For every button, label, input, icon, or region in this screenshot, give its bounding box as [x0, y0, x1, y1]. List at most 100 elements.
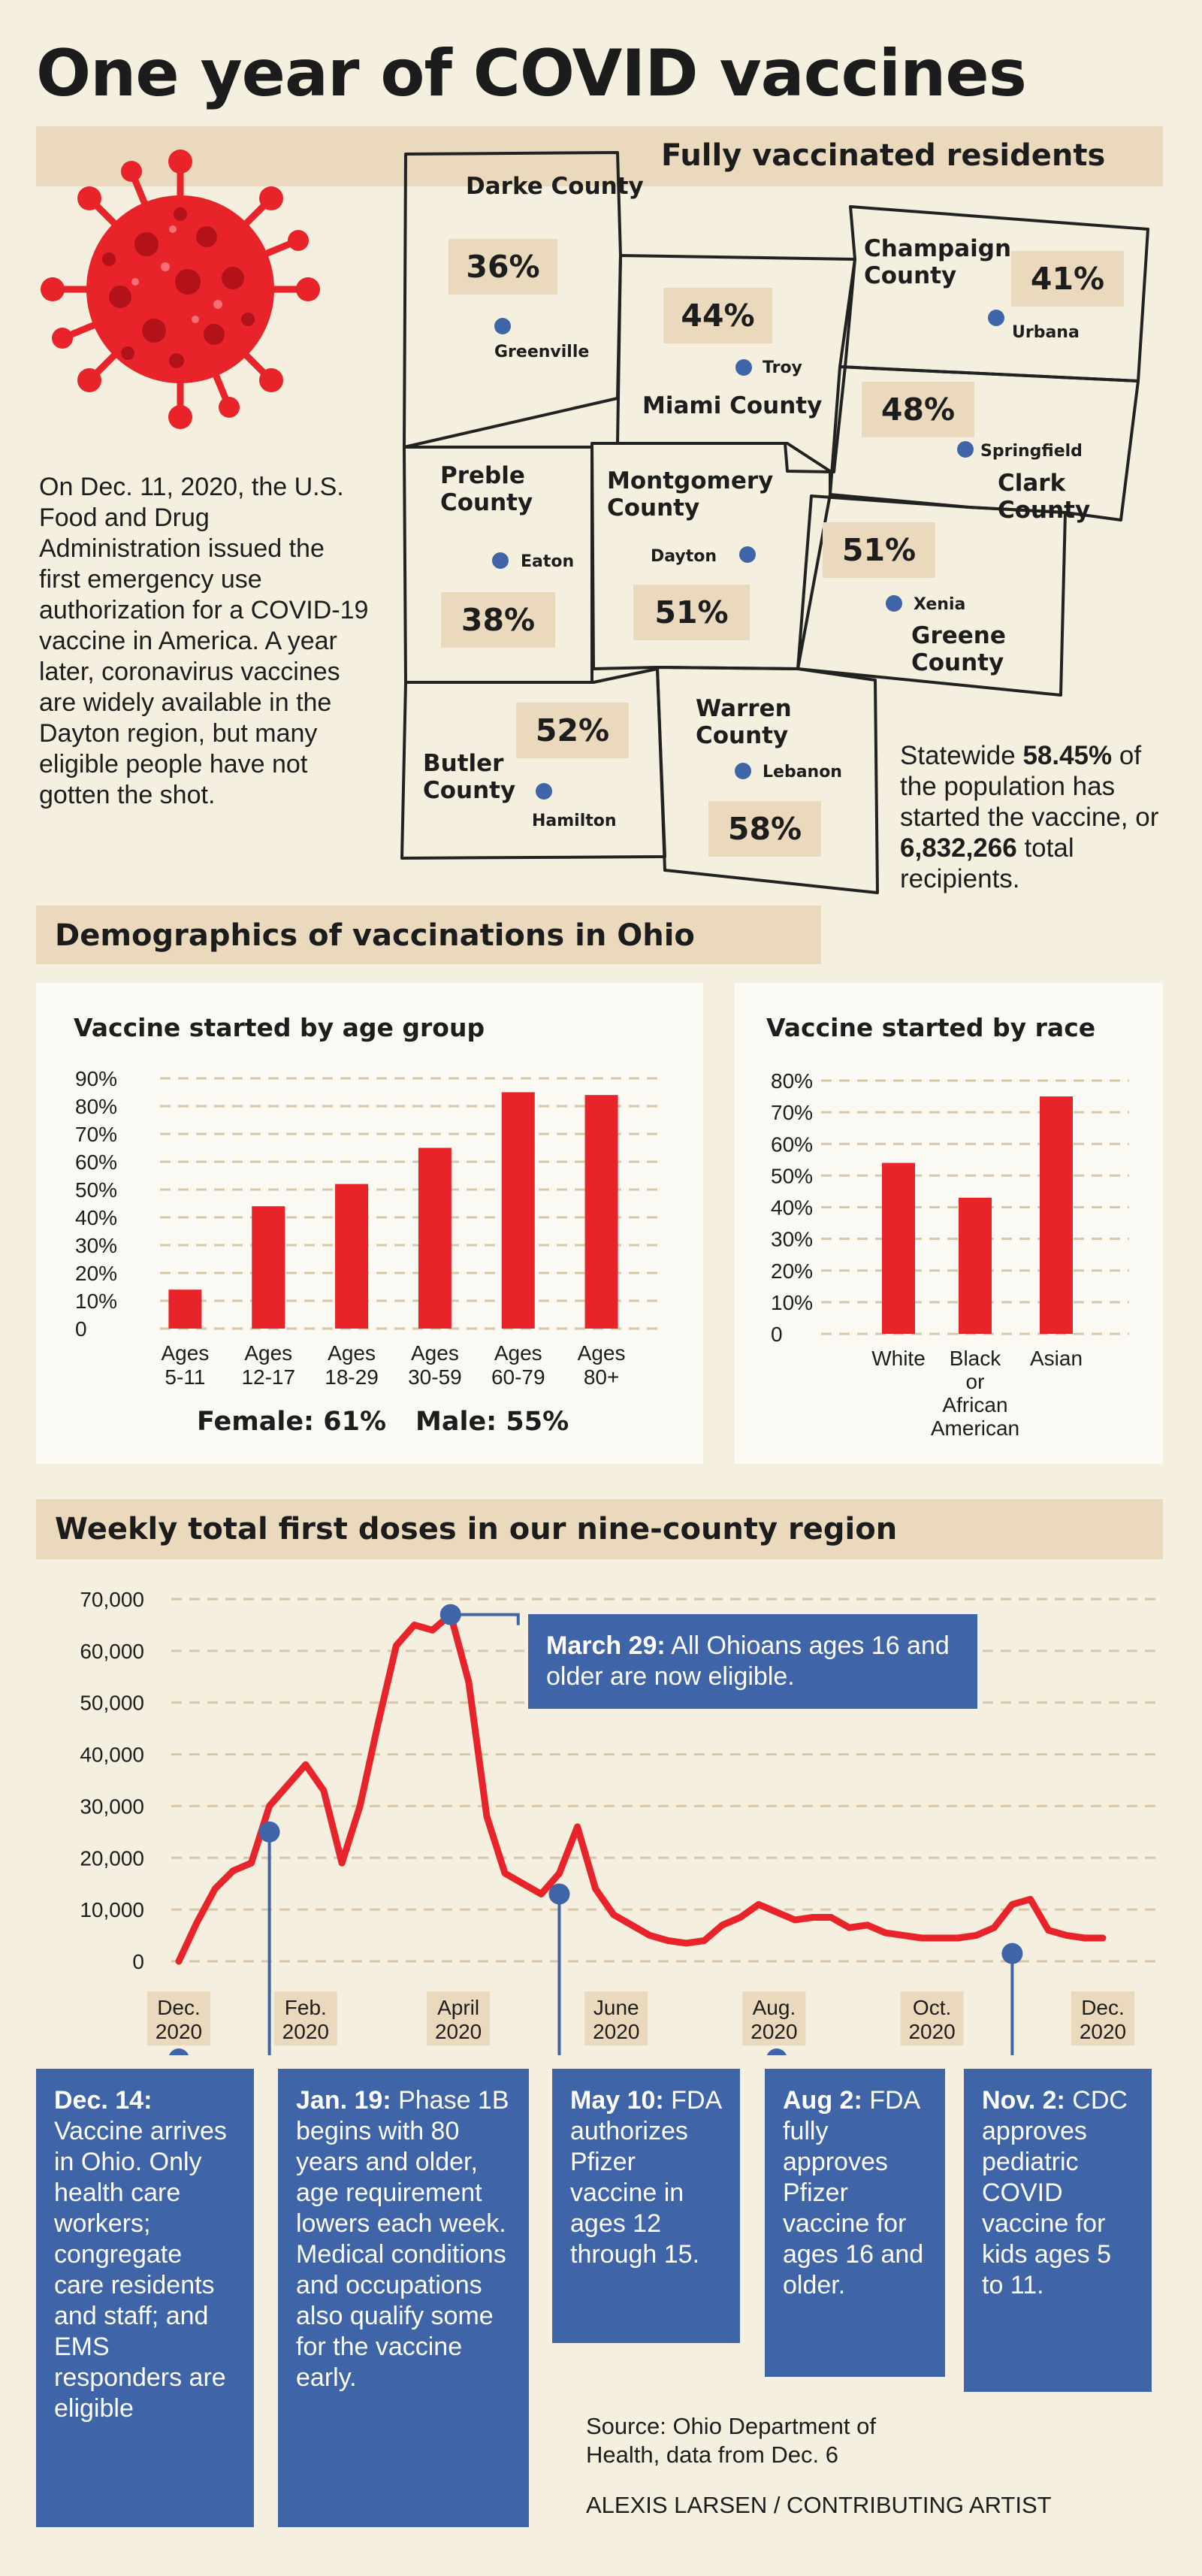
annotation-connector	[450, 1613, 520, 1625]
annotation-aug2: Aug 2: FDA fully approves Pfizer vaccine…	[765, 2069, 945, 2377]
x-tick-label: 2020	[750, 2020, 797, 2043]
y-tick-label: 30%	[75, 1234, 117, 1257]
y-tick-label: 20%	[771, 1259, 813, 1283]
weekly-header-band	[36, 1499, 1163, 1559]
montgomery-county-shape	[590, 442, 832, 670]
bar	[252, 1206, 285, 1329]
city-dot	[739, 546, 756, 563]
city-label: Hamilton	[532, 812, 617, 830]
bar	[418, 1147, 452, 1329]
x-tick-label: Oct.	[913, 1996, 951, 2019]
y-tick-label: 50%	[75, 1178, 117, 1202]
x-tick-label: Ages	[578, 1341, 626, 1365]
bar	[584, 1095, 618, 1329]
annotation-marker	[1001, 1943, 1023, 1964]
x-tick-bg	[1071, 1991, 1134, 2045]
statewide-text: Statewide 58.45% of the population has s…	[900, 741, 1159, 893]
y-tick-label: 50%	[771, 1164, 813, 1187]
y-tick-label: 20%	[75, 1262, 117, 1285]
annotation-march29: March 29: All Ohioans ages 16 and older …	[528, 1614, 977, 1709]
credit-line: ALEXIS LARSEN / CONTRIBUTING ARTIST	[586, 2492, 1052, 2518]
x-tick-label: 12-17	[241, 1365, 295, 1389]
county-label: Darke County	[466, 173, 644, 200]
city-dot	[988, 310, 1004, 326]
x-tick-label: Aug.	[753, 1996, 796, 2019]
y-tick-label: 40%	[75, 1206, 117, 1229]
x-tick-bg	[427, 1991, 491, 2045]
county-pct: 36%	[448, 239, 557, 295]
x-tick-label: Black	[950, 1347, 1001, 1370]
race-bar-chart: 80% 70% 60% 50% 40% 30% 20% 10% 0 White BlackorAfr…	[771, 1069, 1129, 1440]
city-dot	[492, 552, 509, 569]
y-tick-label: 10%	[75, 1290, 117, 1313]
coronavirus-icon	[30, 128, 331, 443]
demographics-header-band	[36, 906, 821, 964]
page-title: One year of COVID vaccines	[36, 36, 1027, 111]
city-label: Eaton	[521, 552, 575, 571]
x-tick-label: 80+	[584, 1365, 620, 1389]
annotation-jan19: Jan. 19: Phase 1B begins with 80 years a…	[278, 2069, 529, 2527]
county-pct: 38%	[441, 592, 555, 648]
annotation-marker	[258, 1821, 280, 1843]
annotation-dec14: Dec. 14: Vaccine arrives in Ohio. Only h…	[36, 2069, 254, 2527]
x-tick-label: April	[437, 1996, 479, 2019]
x-tick-label: 2020	[908, 2020, 955, 2043]
warren-county-shape	[656, 666, 879, 894]
county-label: Butler County	[423, 750, 516, 804]
y-tick-label: 60%	[75, 1150, 117, 1174]
x-tick-label: Ages	[494, 1341, 542, 1365]
y-tick-label: 0	[75, 1317, 87, 1341]
age-chart-title: Vaccine started by age group	[74, 1013, 485, 1042]
x-tick-label: 5-11	[165, 1365, 205, 1389]
female-stat: Female: 61%	[197, 1407, 387, 1437]
bar	[1040, 1096, 1073, 1334]
x-tick-label: 18-29	[325, 1365, 379, 1389]
x-tick-label: White	[871, 1347, 926, 1370]
annotation-marker	[439, 1604, 461, 1625]
bar	[501, 1092, 535, 1329]
y-tick-label: 10%	[771, 1291, 813, 1314]
city-label: Xenia	[914, 595, 966, 614]
map-header: Fully vaccinated residents	[661, 138, 1106, 173]
bar	[959, 1197, 992, 1334]
x-tick-label: June	[593, 1996, 639, 2019]
city-label: Springfield	[980, 442, 1083, 461]
x-tick-label: 2020	[1080, 2020, 1126, 2043]
city-label: Dayton	[651, 547, 717, 566]
y-tick-label: 80%	[771, 1069, 813, 1093]
x-tick-label: 2020	[593, 2020, 639, 2043]
y-tick-label: 60,000	[80, 1640, 144, 1663]
x-tick-label: Ages	[411, 1341, 459, 1365]
map-header-band	[36, 126, 1163, 186]
annotation-marker	[766, 2048, 787, 2055]
x-tick-bg	[584, 1991, 648, 2045]
weekly-line-chart: 70,000 60,000 50,000 40,000 30,000 20,000 10,0…	[80, 1588, 1163, 2055]
city-dot	[886, 595, 902, 612]
county-label: Warren County	[696, 695, 792, 749]
annotation-marker	[168, 2048, 189, 2055]
race-chart-title: Vaccine started by race	[766, 1013, 1096, 1042]
county-label: Greene County	[911, 622, 1006, 676]
x-tick-label: Dec.	[157, 1996, 201, 2019]
county-pct: 58%	[708, 801, 821, 857]
y-tick-label: 40,000	[80, 1743, 144, 1767]
x-tick-label: Dec.	[1081, 1996, 1125, 2019]
y-tick-label: 30,000	[80, 1794, 144, 1818]
x-tick-label: Ages	[328, 1341, 376, 1365]
city-dot	[494, 318, 511, 334]
y-tick-label: 50,000	[80, 1692, 144, 1715]
x-tick-bg	[273, 1991, 337, 2045]
y-tick-label: 90%	[75, 1067, 117, 1090]
city-label: Greenville	[494, 343, 590, 361]
y-tick-label: 70%	[771, 1101, 813, 1124]
x-tick-label: African	[942, 1393, 1007, 1416]
city-label: Troy	[763, 358, 802, 377]
county-label: Miami County	[642, 392, 823, 419]
county-pct: 44%	[663, 288, 772, 343]
intro-paragraph: On Dec. 11, 2020, the U.S. Food and Drug…	[39, 473, 369, 809]
x-tick-label: or	[966, 1370, 985, 1393]
demographics-header: Demographics of vaccinations in Ohio	[55, 918, 695, 953]
weekly-header: Weekly total first doses in our nine-cou…	[55, 1512, 898, 1547]
race-chart-panel	[735, 983, 1163, 1464]
x-tick-bg	[742, 1991, 806, 2045]
